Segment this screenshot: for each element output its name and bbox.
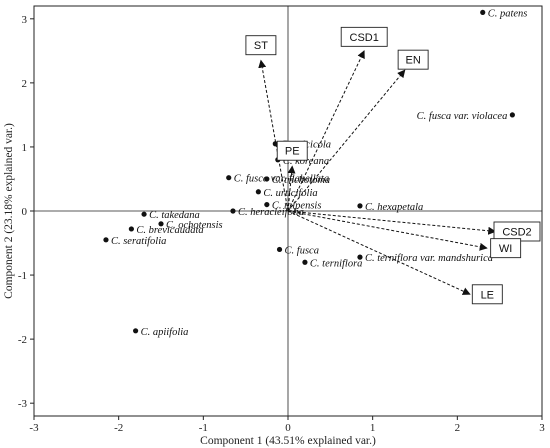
loading-arrow bbox=[287, 50, 365, 212]
species-label: C. seratifolia bbox=[111, 236, 166, 247]
species-point bbox=[226, 175, 232, 181]
x-axis-title: Component 1 (43.51% explained var.) bbox=[200, 435, 376, 447]
y-tick-label: -3 bbox=[18, 398, 28, 410]
species-label: C. fusca var. violacea bbox=[417, 111, 508, 122]
species-label: C. apiifolia bbox=[141, 327, 189, 338]
loading-label: WI bbox=[499, 243, 512, 255]
species-point bbox=[302, 259, 308, 265]
species-point bbox=[141, 211, 147, 217]
x-tick-label: 1 bbox=[370, 422, 376, 434]
x-tick-label: -3 bbox=[29, 422, 39, 434]
species-point bbox=[103, 237, 109, 243]
x-tick-label: -2 bbox=[114, 422, 123, 434]
species-point bbox=[158, 221, 164, 227]
species-point bbox=[357, 254, 363, 260]
x-tick-label: 3 bbox=[539, 422, 545, 434]
species-label: C. fusca var. flabellata bbox=[234, 174, 329, 185]
species-point bbox=[264, 176, 270, 182]
loading-arrow bbox=[287, 210, 488, 251]
y-tick-label: -2 bbox=[18, 334, 27, 346]
y-tick-label: 0 bbox=[22, 206, 28, 218]
loading-label: CSD2 bbox=[502, 227, 531, 239]
loading-label-box bbox=[490, 238, 522, 259]
x-tick-label: 2 bbox=[455, 422, 461, 434]
x-tick-label: 0 bbox=[285, 422, 291, 434]
species-label: C. fusca bbox=[285, 245, 319, 256]
species-point bbox=[276, 246, 283, 253]
loading-label: PE bbox=[285, 146, 300, 158]
species-point bbox=[230, 208, 236, 214]
species-label: C. takedana bbox=[149, 210, 200, 221]
loading-label-box bbox=[276, 140, 308, 161]
species-point bbox=[357, 203, 363, 209]
species-label: C. urticifolia bbox=[263, 188, 317, 199]
species-label: C. terniflora bbox=[310, 258, 363, 269]
loading-label-box bbox=[397, 49, 429, 70]
species-point bbox=[128, 226, 134, 232]
y-tick-label: 3 bbox=[22, 14, 28, 26]
species-label: C. trichotoma bbox=[272, 175, 330, 186]
species-point bbox=[133, 328, 139, 334]
species-label: C. koreana bbox=[283, 156, 329, 167]
species-label: C. heracleifolia bbox=[238, 207, 304, 218]
loading-label-box bbox=[471, 284, 503, 305]
species-label: C. taipensis bbox=[272, 201, 322, 212]
loading-label-box bbox=[245, 35, 277, 56]
y-tick-label: 2 bbox=[22, 78, 28, 90]
loading-arrow bbox=[258, 59, 289, 212]
species-point bbox=[255, 189, 261, 195]
species-label: C. terniflora var. mandshurica bbox=[365, 253, 493, 264]
loading-label: CSD1 bbox=[350, 32, 379, 44]
loading-arrow bbox=[287, 165, 296, 212]
species-label: C. brevicaudata bbox=[136, 225, 203, 236]
species-label: C. patens bbox=[488, 8, 528, 19]
species-label: C. hexapetala bbox=[365, 202, 423, 213]
species-point bbox=[264, 201, 270, 208]
species-point bbox=[509, 112, 515, 118]
loading-arrow bbox=[287, 69, 406, 212]
loading-label: ST bbox=[254, 40, 268, 52]
x-tick-label: -1 bbox=[199, 422, 208, 434]
y-tick-label: -1 bbox=[18, 270, 27, 282]
species-point bbox=[480, 9, 486, 16]
species-label: C. ochotensis bbox=[166, 220, 223, 231]
loading-label: EN bbox=[405, 55, 420, 67]
y-axis-title: Component 2 (23.18% explained var.) bbox=[3, 123, 15, 299]
y-tick-label: 1 bbox=[22, 142, 28, 154]
loading-arrow bbox=[287, 210, 497, 235]
loading-arrow bbox=[287, 210, 471, 295]
species-point bbox=[272, 141, 278, 147]
loading-label: LE bbox=[481, 289, 494, 301]
loading-label-box bbox=[340, 26, 388, 47]
